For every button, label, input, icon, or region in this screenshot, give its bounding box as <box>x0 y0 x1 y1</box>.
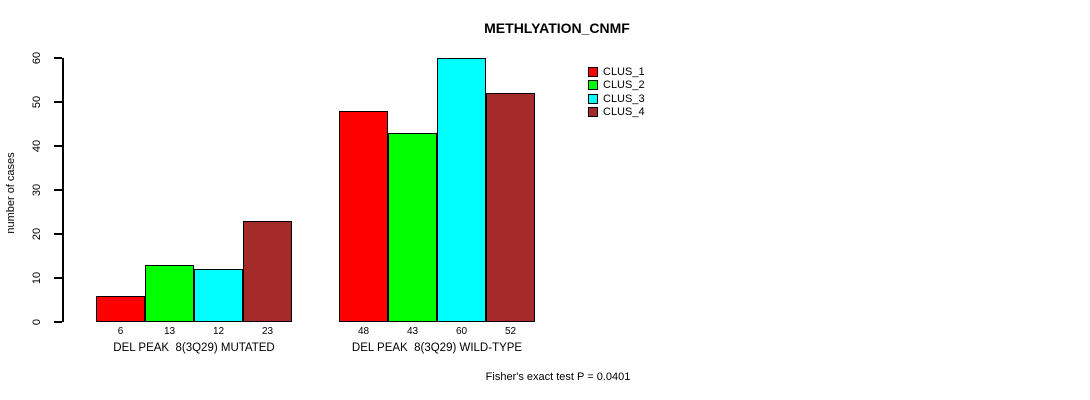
legend-label-clus_2: CLUS_2 <box>603 79 645 92</box>
bar-clus_2-group1 <box>145 264 194 322</box>
y-tick-mark-50 <box>54 101 62 103</box>
y-tick-label-10: 10 <box>31 271 43 285</box>
y-tick-mark-60 <box>54 57 62 59</box>
chart-title: METHLYATION_CNMF <box>484 20 630 36</box>
bar-value-label-clus_2-group1: 13 <box>163 326 176 337</box>
group-label-1: DEL PEAK 8(3Q29) MUTATED <box>113 342 275 354</box>
y-tick-label-60: 60 <box>31 51 43 65</box>
legend-label-clus_3: CLUS_3 <box>603 92 645 105</box>
footnote: Fisher's exact test P = 0.0401 <box>485 371 631 383</box>
y-tick-mark-30 <box>54 189 62 191</box>
legend-swatch-clus_2 <box>588 80 598 91</box>
bar-clus_3-group1 <box>194 269 243 322</box>
bar-value-label-clus_3-group2: 60 <box>455 326 468 337</box>
legend-swatch-clus_3 <box>588 93 598 104</box>
bar-value-label-clus_4-group2: 52 <box>504 326 517 337</box>
bar-clus_1-group1 <box>96 295 145 322</box>
bar-clus_1-group2 <box>339 110 388 322</box>
bar-clus_4-group2 <box>486 93 535 322</box>
legend-label-clus_1: CLUS_1 <box>603 66 645 78</box>
legend-label-clus_4: CLUS_4 <box>603 105 645 118</box>
bar-clus_2-group2 <box>388 132 437 322</box>
y-tick-mark-0 <box>54 321 62 323</box>
bar-value-label-clus_1-group1: 6 <box>117 326 124 337</box>
legend-swatch-clus_4 <box>588 106 598 117</box>
y-tick-mark-20 <box>54 233 62 235</box>
bar-value-label-clus_4-group1: 23 <box>261 326 274 337</box>
bar-value-label-clus_3-group1: 12 <box>212 326 225 337</box>
bar-value-label-clus_1-group2: 48 <box>357 326 370 337</box>
group-label-2: DEL PEAK 8(3Q29) WILD-TYPE <box>351 342 523 354</box>
y-axis-line <box>62 58 64 322</box>
bar-clus_3-group2 <box>437 58 486 322</box>
y-tick-label-0: 0 <box>31 318 43 326</box>
bar-value-label-clus_2-group2: 43 <box>406 326 419 337</box>
y-tick-label-30: 30 <box>31 183 43 197</box>
y-tick-mark-40 <box>54 145 62 147</box>
y-tick-mark-10 <box>54 277 62 279</box>
legend-swatch-clus_1 <box>588 67 598 77</box>
y-tick-label-50: 50 <box>31 95 43 109</box>
bar-clus_4-group1 <box>243 220 292 322</box>
y-tick-label-40: 40 <box>31 139 43 153</box>
y-tick-label-20: 20 <box>31 227 43 241</box>
y-axis-title: number of cases <box>5 152 17 234</box>
